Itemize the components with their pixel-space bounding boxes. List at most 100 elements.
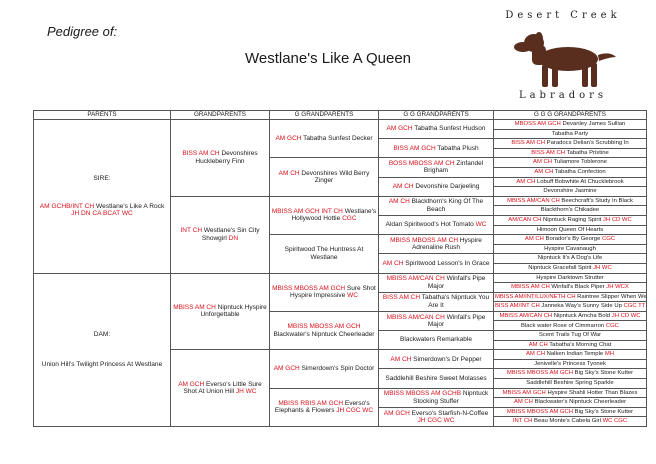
dog-name-title: Westlane's Like A Queen bbox=[244, 50, 412, 67]
gg-grandparent-title-prefix: MBISS MBOSS AM CH bbox=[390, 236, 459, 244]
g-grandparent-name: Tabatha Sunfest Decker bbox=[303, 134, 373, 142]
gg-grandparent-title-prefix: AM GCH bbox=[386, 125, 413, 133]
g-grandparent-title-suffix: WC bbox=[347, 292, 358, 300]
ggg-grandparent-title-prefix: MBOSS AM GCH bbox=[514, 121, 561, 128]
dam-cell: DAM: Union Hill's Twilight Princess At We… bbox=[33, 272, 171, 427]
gg-grandparent-title-prefix: AM CH bbox=[388, 198, 410, 206]
ggg-grandparent-title-prefix: MBISS AM/INT/LUX/NETH CH bbox=[495, 293, 576, 300]
ggg-grandparent-name: Big Sky's Stone Kutter bbox=[574, 408, 634, 415]
gg-grandparent-name: Everso's Starfish-N-Coffee bbox=[411, 409, 489, 417]
ggg-grandparent-name: Black water Rose of Cimmarron bbox=[521, 322, 605, 329]
ggg-grandparent-title-suffix: MH bbox=[604, 351, 614, 358]
gg-grandparent-cell: MBISS AM/CAN CH Winfall's Pipe Major bbox=[378, 272, 494, 293]
ggg-grandparent-cell: Nipntuck It's A Dog's Life bbox=[493, 253, 647, 264]
grandparent-name: Everso's Little Sure Shot At Union Hill bbox=[183, 380, 262, 396]
ggg-grandparent-title-prefix: AM/CAN CH bbox=[508, 216, 542, 223]
column-header-parents: PARENTS bbox=[33, 110, 171, 120]
ggg-grandparent-name: Beau Monte's Cabela Girl bbox=[534, 418, 601, 425]
gg-grandparent-name: Saddlehill Beshire Sweet Molasses bbox=[385, 374, 487, 382]
gg-grandparent-name: Winfall's Pipe Major bbox=[427, 313, 486, 328]
g-grandparent-cell: AM GCH Simerdown's Spin Doctor bbox=[269, 349, 379, 389]
ggg-grandparent-title-suffix: JH WC bbox=[593, 264, 612, 271]
g-grandparent-cell: Spiritwood The Huntress At Westlane bbox=[269, 234, 379, 274]
ggg-grandparent-title-prefix: INT CH bbox=[512, 418, 533, 425]
ggg-grandparent-cell: BISS AM CH Tabatha Pristine bbox=[493, 147, 647, 159]
ggg-grandparent-name: Nalken Indian Temple bbox=[546, 351, 604, 358]
pedigree-row: INT CH Beau Monte's Cabela Girl WC CGC bbox=[34, 416, 647, 427]
gg-grandparent-title-prefix: AM GCH bbox=[383, 409, 410, 417]
parent-role-label: DAM: bbox=[93, 331, 111, 339]
ggg-grandparent-name: Jenivelle's Princess Tyonek bbox=[534, 360, 606, 367]
gg-grandparent-cell: AM CH Blackthorn's King Of The Beach bbox=[378, 195, 494, 216]
gg-grandparent-title-prefix: AM CH bbox=[392, 182, 414, 190]
ggg-grandparent-name: Tabatha's Morning Chat bbox=[549, 341, 612, 348]
gg-grandparent-title-prefix: BISS AM GCH bbox=[393, 144, 436, 152]
ggg-grandparent-cell: MBISS AM CH Winfall's Black Piper JH WCX bbox=[493, 282, 647, 293]
g-grandparent-name: Westlane's Hollywood Hottie bbox=[291, 208, 377, 223]
ggg-grandparent-name: Hyspire Cavanaugh bbox=[544, 245, 596, 252]
g-grandparent-title-prefix: MBISS AM GCH INT CH bbox=[271, 208, 343, 216]
ggg-grandparent-name: Tabatha Pristine bbox=[566, 149, 609, 156]
gg-grandparent-name: Nipntuck Stocking Stuffer bbox=[413, 390, 489, 405]
ggg-grandparent-title-prefix: BISS AM CH bbox=[531, 149, 565, 156]
ggg-grandparent-cell: AM CH Tuliamore Toblerone bbox=[493, 157, 647, 168]
gg-grandparent-name: Devonshire Darjeeling bbox=[415, 182, 480, 190]
ggg-grandparent-title-suffix: CGC bbox=[605, 322, 619, 329]
parent-role-label: SIRE: bbox=[93, 175, 111, 183]
ggg-grandparent-name: Himoon Queen Of Hearts bbox=[536, 226, 604, 233]
ggg-grandparent-name: Beechcraft's Study In Black bbox=[561, 197, 633, 204]
gg-grandparent-name: Simerdown's Dr Pepper bbox=[413, 355, 482, 363]
pedigree-of-label: Pedigree of: bbox=[47, 24, 118, 39]
g-grandparent-title-suffix: JH CGC WC bbox=[336, 407, 374, 415]
ggg-grandparent-cell: AM CH Lobuff Bobwhite At Chucklebrook bbox=[493, 176, 647, 188]
pedigree-row: Aldan Spiritwood's Hot Tomato WC AM/CAN C… bbox=[34, 214, 647, 236]
ggg-grandparent-title-prefix: MBISS AM CH bbox=[511, 284, 550, 291]
pedigree-row: SIRE: AM GCHB/INT CH Westlane's Like A Ro… bbox=[33, 118, 647, 274]
g-grandparent-cell: MBISS AM GCH INT CH Westlane's Hollywood… bbox=[269, 195, 379, 236]
g-grandparent-title-prefix: AM GCH bbox=[273, 365, 300, 373]
ggg-grandparent-cell: MBISS MBOSS AM GCH Big Sky's Stone Kutte… bbox=[493, 406, 647, 418]
logo-top-text: Desert Creek bbox=[505, 10, 621, 21]
ggg-grandparent-cell: BISS AM/INT CH Janneka Way's Sunny Side … bbox=[493, 301, 647, 312]
ggg-grandparent-name: Raintree Slipper When Wet bbox=[577, 293, 647, 300]
ggg-grandparent-name: Saddlehill Beshire Spring Sparkle bbox=[526, 380, 614, 387]
gg-grandparent-name: Winfall's Pipe Major bbox=[427, 275, 486, 290]
ggg-grandparent-title-prefix: AM CH bbox=[524, 236, 544, 243]
parent-title-prefix: AM GCHB/INT CH bbox=[39, 202, 95, 210]
g-grandparent-cell: AM GCH Tabatha Sunfest Decker bbox=[269, 118, 379, 159]
g-grandparent-cell: MBISS MBOSS AM GCH Sure Shot Hyspire Imp… bbox=[269, 272, 379, 312]
g-grandparent-name: Spiritwood The Huntress At Westlane bbox=[284, 246, 364, 261]
g-grandparent-name: Sure Shot Hyspire Impressive bbox=[290, 284, 376, 300]
logo-bottom-text: Labradors bbox=[518, 90, 608, 101]
g-grandparent-cell: MBISS MBOSS AM GCH Blackwater's Nipntuck… bbox=[269, 310, 379, 351]
gg-grandparent-name: Blackthorn's King Of The Beach bbox=[411, 198, 484, 213]
gg-grandparent-cell: AM CH Simerdown's Dr Pepper bbox=[378, 349, 494, 370]
pedigree-body: SIRE: AM GCHB/INT CH Westlane's Like A Ro… bbox=[33, 118, 647, 428]
ggg-grandparent-title-suffix: JH CD WC bbox=[602, 216, 632, 223]
ggg-grandparent-title-suffix: CGC TT bbox=[623, 303, 646, 310]
gg-grandparent-cell: MBISS MBOSS AM CH Hyspire Adrenaline Rus… bbox=[378, 234, 494, 255]
g-grandparent-title-prefix: AM GCH bbox=[275, 134, 302, 142]
ggg-grandparent-name: Lobuff Bobwhite At Chucklebrook bbox=[536, 178, 624, 185]
gg-grandparent-title-prefix: BISS AM CH bbox=[382, 294, 421, 302]
ggg-grandparent-cell: BISS AM CH Paradocs Delian's Scrubbing I… bbox=[493, 138, 647, 149]
ggg-grandparent-name: Blackwater's Nipntuck Cheerleader bbox=[534, 399, 627, 406]
ggg-grandparent-title-prefix: MBISS MBOSS AM GCH bbox=[506, 408, 574, 415]
pedigree-row: INT CH Westlane's Sin City Showgirl DN MB… bbox=[34, 195, 647, 274]
pedigree-row: MBISS RBIS AM GCH Everso's Elephants & F… bbox=[34, 387, 647, 428]
column-header-ggg-grandparents: G G G GRANDPARENTS bbox=[493, 110, 647, 120]
ggg-grandparent-title-suffix: CGC bbox=[602, 236, 616, 243]
ggg-grandparent-cell: Devonshire Jasmine bbox=[493, 186, 647, 197]
grandparent-title-prefix: MBISS AM CH bbox=[173, 303, 216, 311]
ggg-grandparent-name: Paradocs Delian's Scrubbing In bbox=[546, 140, 629, 147]
gg-grandparent-name: Hyspire Adrenaline Rush bbox=[411, 236, 482, 252]
ggg-grandparent-title-suffix: WC CGC bbox=[602, 418, 628, 425]
g-grandparent-cell: MBISS RBIS AM GCH Everso's Elephants & F… bbox=[269, 387, 379, 428]
grandparent-title-suffix: DN bbox=[228, 234, 239, 242]
ggg-grandparent-cell: Black water Rose of Cimmarron CGC bbox=[493, 320, 647, 332]
ggg-grandparent-cell: AM CH Tabatha Confection bbox=[493, 166, 647, 178]
column-header-gg-grandparents: G G GRANDPARENTS bbox=[378, 110, 494, 120]
gg-grandparent-title-suffix: JH CGC WC bbox=[417, 416, 455, 424]
ggg-grandparent-cell: INT CH Beau Monte's Cabela Girl WC CGC bbox=[493, 416, 647, 427]
gg-grandparent-cell: BISS AM CH Tabatha's Nipntuck You Are It bbox=[378, 291, 494, 312]
